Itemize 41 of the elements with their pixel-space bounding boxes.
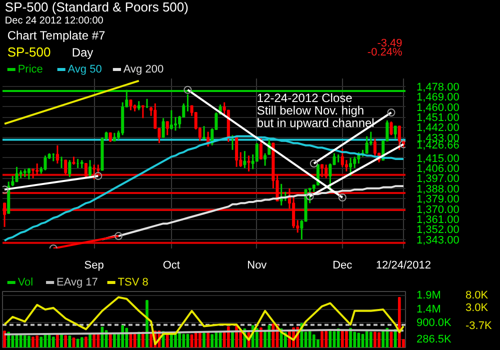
- annotation: but in upward channel: [256, 116, 374, 130]
- y-tick-label: 1,361.00: [416, 214, 460, 226]
- x-tick-label: Nov: [247, 260, 268, 272]
- y-tick-label: 1,451.00: [416, 112, 460, 124]
- chart-title: SP-500 (Standard & Poors 500): [4, 0, 188, 14]
- x-tick-label: Dec: [332, 260, 353, 272]
- y-tick-label: 1,406.00: [416, 163, 460, 176]
- x-tick-label: 12/24/2012: [376, 260, 431, 272]
- y-tick-label: 286.5K: [416, 334, 452, 346]
- text: -0.24%: [367, 46, 402, 58]
- legend-label: TSV 8: [118, 276, 148, 288]
- y-tick-label: 1,343.00: [416, 234, 460, 246]
- x-tick-label: Sep: [84, 260, 104, 272]
- legend-label: Price: [18, 64, 43, 76]
- y2-tick-label: 8.0K: [466, 290, 489, 302]
- y-tick-label: 1.9M: [416, 290, 441, 302]
- annotation: 12-24-2012 Close: [256, 90, 353, 105]
- y-tick-label: 1,442.00: [416, 122, 460, 134]
- y-tick-label: 1,469.00: [416, 92, 460, 104]
- legend-label: EAvg 17: [56, 276, 98, 288]
- y-tick-label: 1.4M: [416, 303, 441, 316]
- legend-label: Vol: [18, 276, 34, 288]
- chart-subtitle: Dec 24 2012 12:00:00: [4, 16, 104, 26]
- y-tick-label: 1,370.00: [416, 204, 460, 216]
- text: Day: [72, 46, 94, 60]
- y-tick-label: 1,379.00: [416, 194, 460, 206]
- x-tick-label: Oct: [162, 260, 180, 272]
- y-tick-label: 1,415.00: [416, 152, 460, 165]
- y-tick-label: 900.0K: [416, 316, 452, 329]
- text: SP-500: [7, 44, 51, 60]
- annotation: Still below Nov. high: [256, 103, 364, 118]
- y-tick-label: 1,397.00: [416, 173, 460, 186]
- text: Chart Template #7: [7, 28, 106, 42]
- legend-label: Avg 200: [123, 64, 164, 76]
- y2-tick-label: -3.7K: [466, 320, 492, 332]
- y-tick-label: 1,460.00: [416, 102, 460, 114]
- legend-label: Avg 50: [68, 64, 102, 76]
- y2-tick-label: 3.0K: [466, 302, 489, 314]
- y-tick-label: 1,478.00: [416, 81, 460, 94]
- y-tick-label: 1,352.00: [416, 224, 460, 236]
- y-tick-label: 1,388.00: [416, 183, 460, 196]
